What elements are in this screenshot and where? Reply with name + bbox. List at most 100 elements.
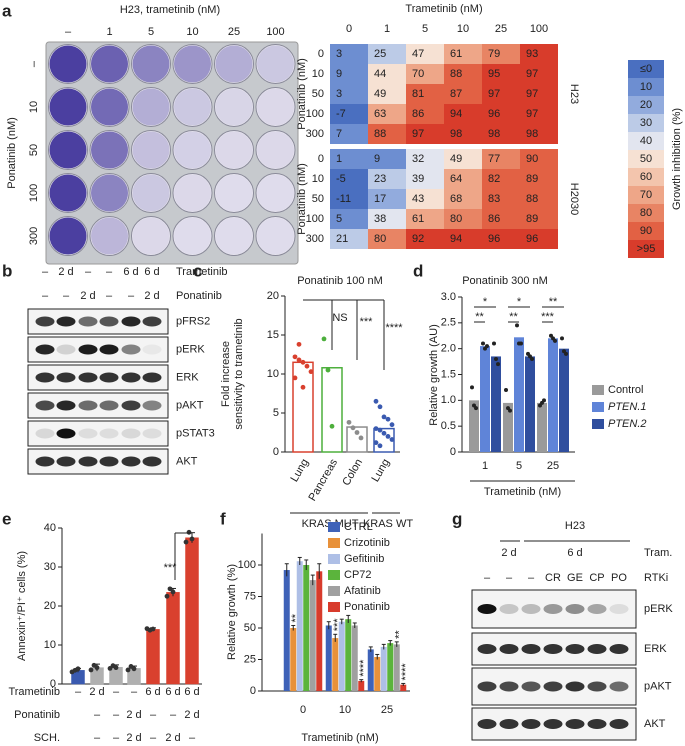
heatmap-cell (406, 149, 444, 169)
colorbar-cell (628, 150, 664, 168)
cell-label: 97 (526, 108, 538, 120)
heatmap-cell (330, 149, 368, 169)
cell-label: 70 (412, 68, 424, 80)
colorbar-label: >95 (637, 243, 656, 255)
x-tick-label: 5 (516, 460, 522, 472)
colorbar-label: 70 (640, 189, 652, 201)
y-axis-label: Fold increase (220, 341, 232, 407)
column-label: 25 (495, 23, 507, 35)
heatmap-cell (520, 149, 558, 169)
well-stain (91, 217, 128, 255)
data-point (304, 363, 310, 369)
legend-swatch (328, 586, 340, 596)
lane-label: 6 d (145, 686, 160, 698)
data-point (346, 419, 352, 425)
bar (345, 619, 352, 691)
row-label: ERK (176, 371, 199, 383)
well-stain (174, 88, 211, 126)
row-label: 10 (28, 101, 40, 113)
chart-title: Ponatinib 100 nM (297, 275, 383, 287)
row-label: 300 (28, 227, 40, 245)
heatmap-cell (482, 149, 520, 169)
data-point (164, 593, 170, 599)
band (56, 344, 76, 355)
legend-label: Afatinib (344, 585, 381, 597)
y-tick-label: 2.5 (441, 317, 456, 329)
data-point (492, 341, 496, 346)
x-tick-label: 25 (381, 704, 393, 716)
cell-label: 3 (336, 48, 342, 60)
heatmap-cell (406, 44, 444, 64)
cell-label: -7 (336, 108, 346, 120)
data-point (504, 388, 508, 392)
cell-label: -11 (336, 193, 351, 205)
legend-label: Ponatinib (344, 601, 390, 613)
band (121, 344, 141, 355)
cell-label: 23 (374, 173, 386, 185)
well (172, 130, 213, 170)
legend-label: Control (608, 384, 643, 396)
lane-label: – (170, 709, 177, 721)
panel-letter: e (2, 509, 11, 528)
cell-label: 47 (412, 48, 424, 60)
heatmap-cell (482, 189, 520, 209)
colorbar-cell (628, 78, 664, 96)
bar (309, 580, 316, 691)
data-point (553, 338, 557, 343)
cell-label: 93 (526, 48, 538, 60)
heatmap-cell (330, 124, 368, 144)
well-stain (257, 174, 294, 212)
cell-label: 98 (488, 128, 500, 140)
cell-label: 88 (450, 68, 462, 80)
row-label: 50 (312, 193, 324, 205)
cell-label: 98 (526, 128, 538, 140)
data-point (515, 323, 519, 328)
treatment-label: Trametinib (8, 686, 60, 698)
data-point (385, 416, 391, 422)
data-point (88, 667, 94, 673)
heatmap-cell (368, 44, 406, 64)
bar (559, 348, 569, 452)
bar (525, 356, 535, 452)
heatmap-cell (406, 189, 444, 209)
well-stain (132, 45, 170, 83)
colorbar-cell (628, 204, 664, 222)
lane-label: – (106, 290, 113, 302)
heatmap-cell (330, 229, 368, 249)
y-axis-label: Annexin⁺/PI⁺ cells (%) (16, 551, 28, 661)
significance-label: ** (475, 311, 484, 323)
heatmap-cell (406, 209, 444, 229)
band (565, 604, 585, 614)
well-stain (215, 45, 253, 83)
colorbar-cell (628, 60, 664, 78)
heatmap-cell (330, 64, 368, 84)
y-tick-label: 20 (44, 600, 56, 612)
well (89, 216, 130, 256)
lane-label: 6 d (184, 686, 199, 698)
data-point (519, 341, 523, 346)
lane-label: – (94, 709, 101, 721)
band (142, 344, 162, 355)
well-stain (215, 88, 253, 126)
band (543, 644, 563, 654)
cell-label: 43 (412, 193, 424, 205)
x-tick-label: 0 (300, 704, 306, 716)
heatmap-cell (520, 209, 558, 229)
band (99, 400, 119, 411)
cell-label: 5 (336, 213, 342, 225)
well (214, 216, 254, 256)
y-axis-label: Relative growth (%) (226, 564, 238, 660)
band (35, 372, 55, 383)
colorbar-cell (628, 222, 664, 240)
bar (548, 338, 558, 452)
band (477, 681, 497, 692)
cell-label: 98 (450, 128, 462, 140)
heatmap-cell (330, 169, 368, 189)
cell-label: 92 (412, 233, 424, 245)
treatment-label: SCH. (34, 732, 60, 744)
cell-label: 83 (488, 193, 500, 205)
y-tick-label: 5 (273, 407, 279, 419)
well-stain (132, 88, 170, 126)
lane-label: – (106, 266, 113, 278)
